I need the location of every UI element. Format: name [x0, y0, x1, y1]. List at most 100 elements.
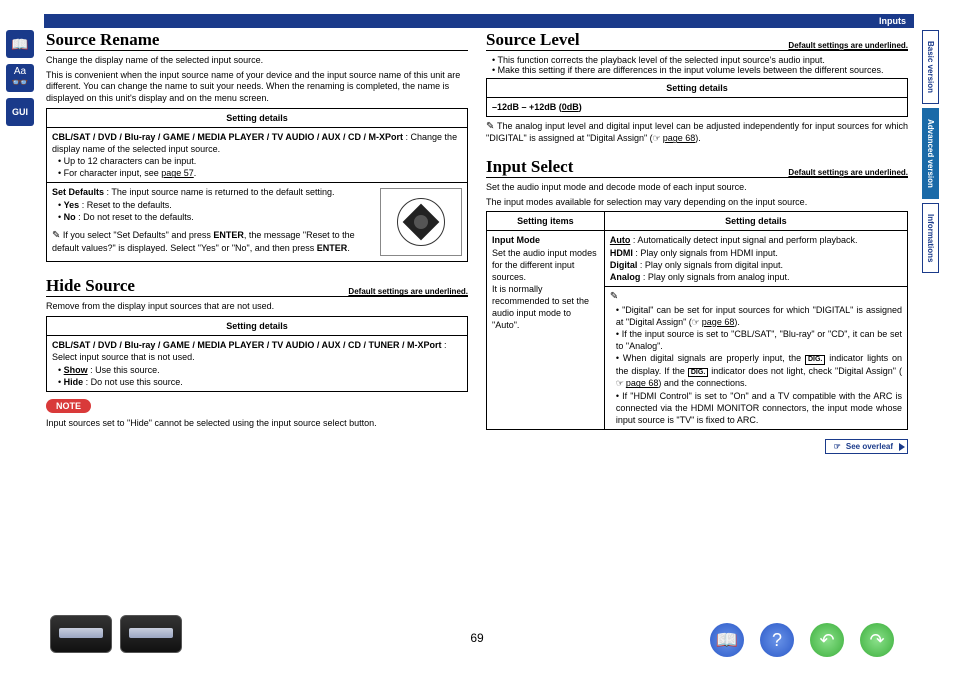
sl-def: Default settings are underlined.: [788, 41, 908, 50]
hs-hide-l: Hide: [64, 377, 84, 387]
source-level-title: Source Level Default settings are underl…: [486, 30, 908, 51]
see-overleaf-button[interactable]: ☞ See overleaf: [825, 439, 908, 454]
tab-basic[interactable]: Basic version: [922, 30, 939, 104]
gui-icon[interactable]: GUI: [6, 98, 34, 126]
sr-setdef: Set Defaults: [52, 187, 104, 197]
hs-table: Setting details CBL/SAT / DVD / Blu-ray …: [46, 316, 468, 392]
hs-th: Setting details: [47, 317, 468, 336]
sl-table: Setting details –12dB – +12dB (0dB): [486, 78, 908, 117]
hs-show-l: Show: [64, 365, 88, 375]
page-number: 69: [470, 631, 483, 645]
is-def: Default settings are underlined.: [788, 168, 908, 177]
header-label: Inputs: [879, 16, 906, 26]
is-title: Input Select: [486, 157, 573, 177]
sl-p2: ).: [695, 133, 701, 143]
is-imode: Input Mode: [492, 235, 540, 245]
hs-show-t: : Use this source.: [88, 365, 160, 375]
is-hdmi-t: : Play only signals from HDMI input.: [633, 248, 778, 258]
is-ana: Analog: [610, 272, 641, 282]
sl-pencil: ✎ The analog input level and digital inp…: [486, 120, 908, 145]
is-d1: Set the audio input mode and decode mode…: [486, 182, 908, 194]
is-n1a: "Digital" can be set for input sources f…: [616, 305, 902, 327]
sr-pg57[interactable]: page 57: [161, 168, 194, 178]
sl-r3: ): [579, 102, 582, 112]
sr-enter2: ENTER: [317, 243, 348, 253]
is-left: Input Mode Set the audio input modes for…: [487, 231, 605, 430]
dig-badge: DIG.: [805, 355, 825, 365]
hide-source-title: Hide Source Default settings are underli…: [46, 276, 468, 297]
left-sidebar: 📖 Aa👓 GUI: [6, 30, 36, 132]
right-column: Source Level Default settings are underl…: [486, 30, 908, 454]
is-th1: Setting items: [487, 212, 605, 231]
is-n3d: ) and the connections.: [658, 378, 747, 388]
sl-title: Source Level: [486, 30, 580, 50]
hs-sources: CBL/SAT / DVD / Blu-ray / GAME / MEDIA P…: [52, 340, 442, 350]
is-n3: • When digital signals are properly inpu…: [610, 352, 902, 390]
title-text: Source Rename: [46, 30, 159, 50]
device-thumb-2[interactable]: [120, 615, 182, 653]
is-n4: • If "HDMI Control" is set to "On" and a…: [610, 390, 902, 426]
sr-desc1: Change the display name of the selected …: [46, 55, 468, 67]
is-auto-t: : Automatically detect input signal and …: [630, 235, 857, 245]
sl-b2: • Make this setting if there are differe…: [486, 65, 908, 75]
is-imode-txt: Set the audio input modes for the differ…: [492, 248, 597, 331]
hand-icon: ☞: [616, 377, 626, 389]
sl-r2: 0dB: [562, 102, 579, 112]
is-table: Setting items Setting details Input Mode…: [486, 211, 908, 430]
hs-note-text: Input sources set to "Hide" cannot be se…: [46, 418, 468, 430]
is-auto: Auto: [610, 235, 631, 245]
sr-yes-l: Yes: [64, 200, 80, 210]
hs-show: • Show : Use this source.: [52, 364, 462, 376]
book-icon[interactable]: 📖: [6, 30, 34, 58]
device-thumb-1[interactable]: [50, 615, 112, 653]
nav-forward-icon[interactable]: ↷: [860, 623, 894, 657]
sr-p3: .: [347, 243, 350, 253]
sr-b1t: Up to 12 characters can be input.: [64, 156, 197, 166]
is-hdmi: HDMI: [610, 248, 633, 258]
sr-no-t: : Do not reset to the defaults.: [76, 212, 194, 222]
is-d2: The input modes available for selection …: [486, 197, 908, 209]
sl-th: Setting details: [487, 79, 908, 98]
is-n1: • "Digital" can be set for input sources…: [610, 304, 902, 328]
is-n2: • If the input source is set to "CBL/SAT…: [610, 328, 902, 352]
hand-icon: ☞: [834, 442, 844, 451]
left-column: Source Rename Change the display name of…: [46, 30, 468, 454]
hand-icon: ☞: [692, 316, 702, 328]
sr-enter1: ENTER: [213, 230, 244, 240]
is-dig-t: : Play only signals from digital input.: [637, 260, 783, 270]
nav-help-icon[interactable]: ?: [760, 623, 794, 657]
pencil-icon: ✎: [52, 230, 60, 241]
tab-advanced[interactable]: Advanced version: [922, 108, 939, 199]
is-ana-t: : Play only signals from analog input.: [640, 272, 789, 282]
is-n3pg[interactable]: page 68: [626, 378, 659, 388]
sl-b1t: This function corrects the playback leve…: [498, 55, 825, 65]
sl-pg68[interactable]: page 68: [663, 133, 696, 143]
sl-b1: • This function corrects the playback le…: [486, 55, 908, 65]
see-over-txt: See overleaf: [846, 442, 893, 451]
is-n3a: When digital signals are properly input,…: [623, 353, 805, 363]
is-right1: Auto : Automatically detect input signal…: [604, 231, 907, 287]
input-select-title: Input Select Default settings are underl…: [486, 157, 908, 178]
is-n1pg[interactable]: page 68: [702, 317, 735, 327]
sr-b2a: For character input, see: [64, 168, 162, 178]
sr-row2: Set Defaults : The input source name is …: [47, 183, 468, 262]
sl-r1: –12dB – +12dB (: [492, 102, 562, 112]
hs-hide-t: : Do not use this source.: [83, 377, 183, 387]
remote-diagram: [380, 188, 462, 256]
is-n1b: ).: [734, 317, 740, 327]
is-n4t: If "HDMI Control" is set to "On" and a T…: [616, 391, 902, 425]
sr-table: Setting details CBL/SAT / DVD / Blu-ray …: [46, 108, 468, 263]
sr-th: Setting details: [47, 108, 468, 127]
sr-row1: CBL/SAT / DVD / Blu-ray / GAME / MEDIA P…: [47, 127, 468, 183]
hs-desc: Remove from the display input sources th…: [46, 301, 468, 313]
aa-icon[interactable]: Aa👓: [6, 64, 34, 92]
header-bar: Inputs: [44, 14, 914, 28]
tab-informations[interactable]: Informations: [922, 203, 939, 273]
source-rename-title: Source Rename: [46, 30, 468, 51]
nav-book-icon[interactable]: 📖: [710, 623, 744, 657]
sr-setdef-txt: : The input source name is returned to t…: [104, 187, 334, 197]
note-badge: NOTE: [46, 399, 91, 413]
footer: 69 📖 ? ↶ ↷: [0, 615, 954, 665]
nav-back-icon[interactable]: ↶: [810, 623, 844, 657]
pencil-icon: ✎: [610, 291, 618, 302]
